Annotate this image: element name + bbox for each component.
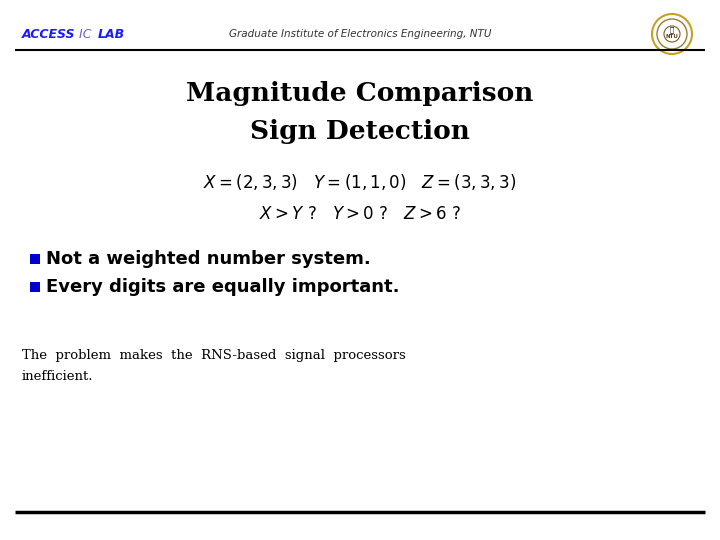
FancyBboxPatch shape: [30, 254, 40, 264]
Text: 🎓: 🎓: [670, 26, 674, 33]
Text: LAB: LAB: [98, 28, 125, 40]
Text: Sign Detection: Sign Detection: [250, 119, 470, 145]
Text: Graduate Institute of Electronics Engineering, NTU: Graduate Institute of Electronics Engine…: [229, 29, 491, 39]
Text: The  problem  makes  the  RNS-based  signal  processors: The problem makes the RNS-based signal p…: [22, 348, 406, 361]
Text: inefficient.: inefficient.: [22, 370, 94, 383]
FancyBboxPatch shape: [30, 282, 40, 292]
Text: Not a weighted number system.: Not a weighted number system.: [46, 250, 371, 268]
Text: NTU: NTU: [665, 35, 678, 39]
Text: ACCESS: ACCESS: [22, 28, 76, 40]
Text: $X > Y\ ?\ \ \ Y > 0\ ?\ \ \ Z > 6\ ?$: $X > Y\ ?\ \ \ Y > 0\ ?\ \ \ Z > 6\ ?$: [259, 205, 461, 223]
Text: Magnitude Comparison: Magnitude Comparison: [186, 82, 534, 106]
Text: Every digits are equally important.: Every digits are equally important.: [46, 278, 400, 296]
Text: $X = \left(2,3,3\right)\quad Y = \left(1,1,0\right)\quad Z = \left(3,3,3\right)$: $X = \left(2,3,3\right)\quad Y = \left(1…: [204, 172, 516, 192]
Text: IC: IC: [75, 28, 96, 40]
